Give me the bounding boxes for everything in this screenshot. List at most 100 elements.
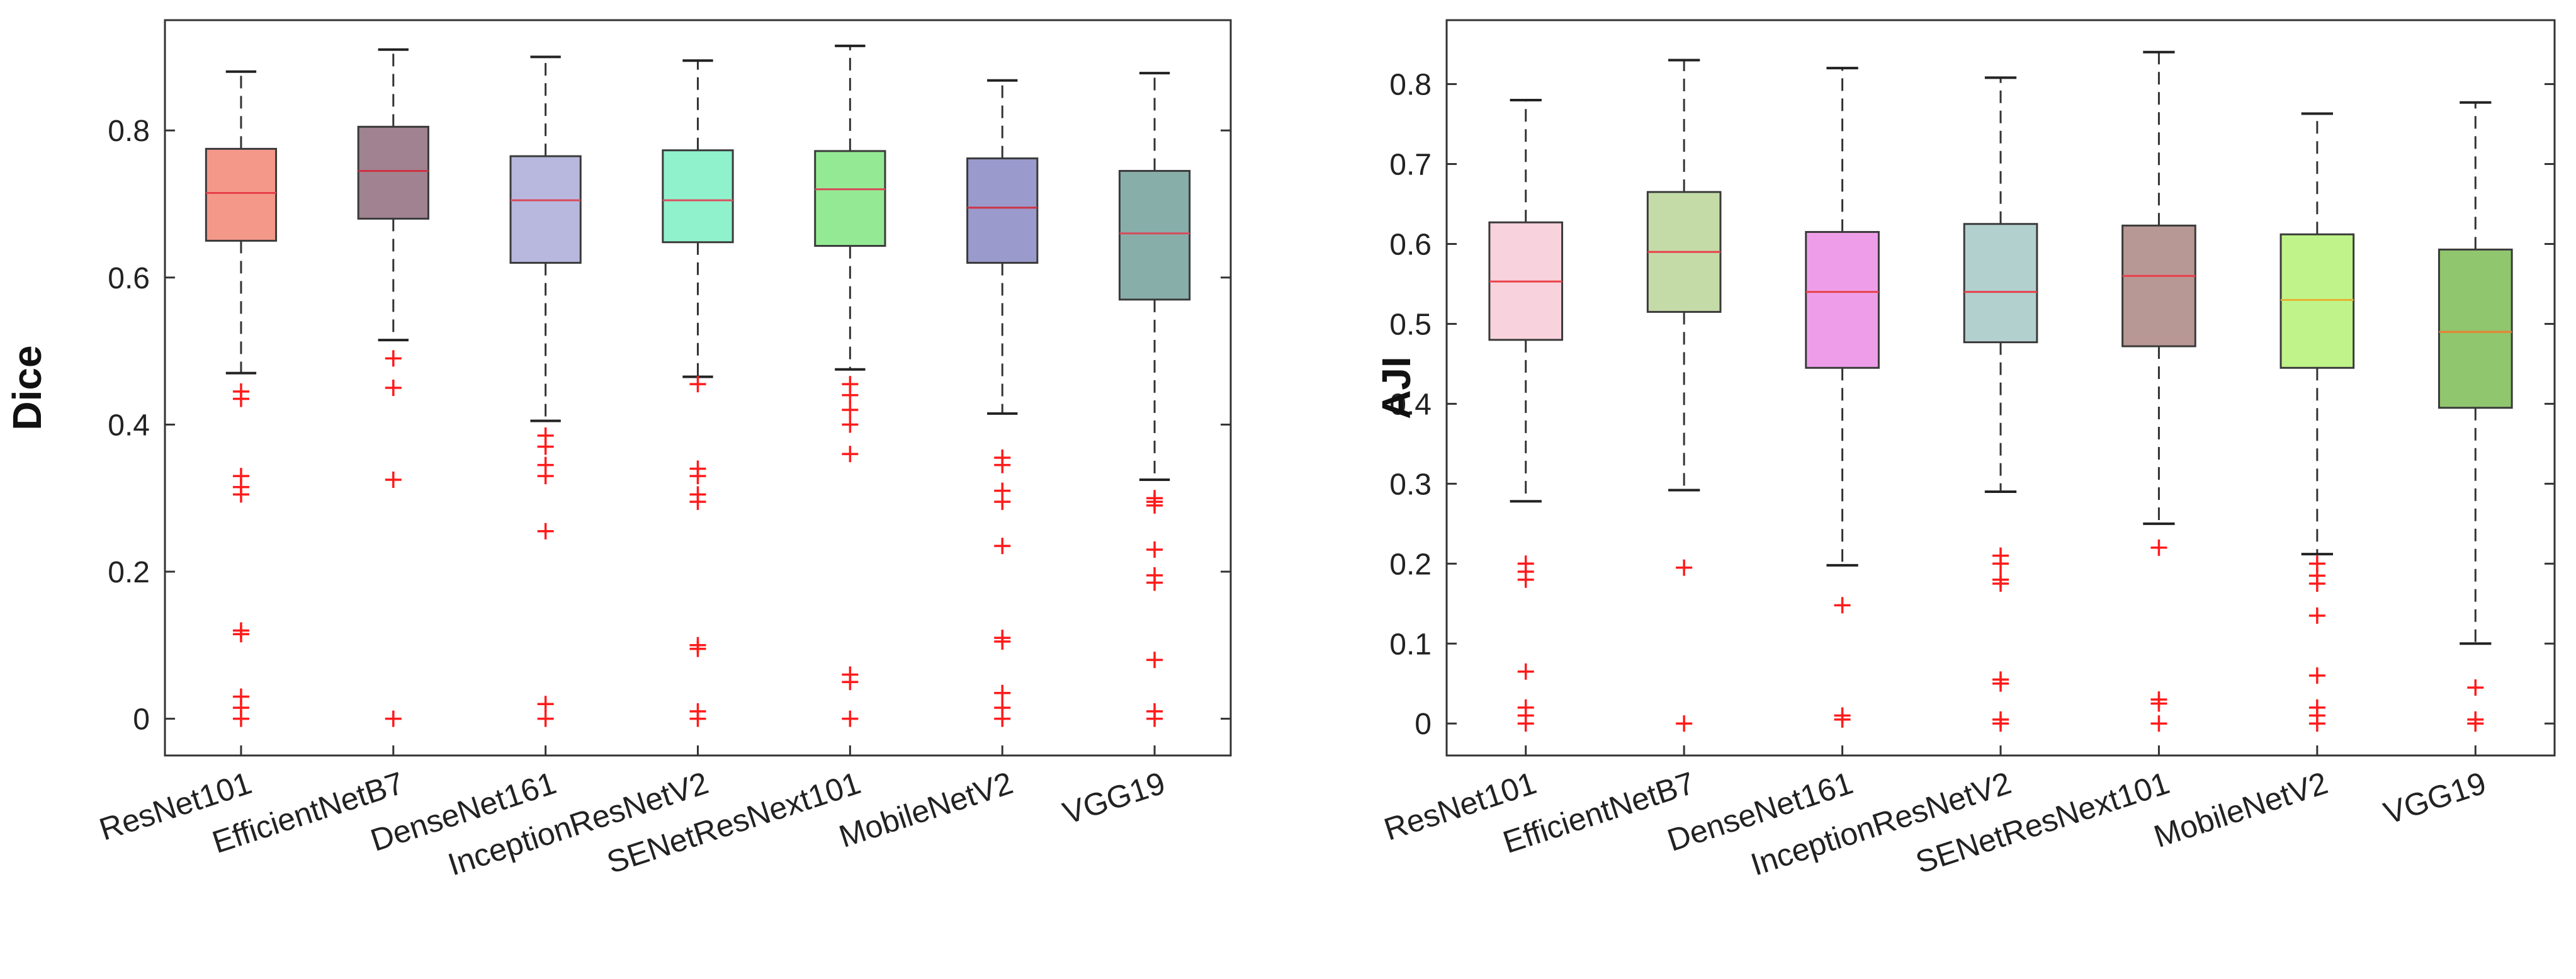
y-axis-label: AJI xyxy=(1374,356,1419,419)
outlier-marker xyxy=(2150,715,2167,732)
x-category-label: MobileNetV2 xyxy=(2150,765,2332,854)
box-iqr xyxy=(662,149,734,244)
outlier-marker xyxy=(689,376,706,393)
box-iqr xyxy=(1963,223,2038,344)
box-InceptionResNetV2 xyxy=(662,59,734,727)
outlier-marker xyxy=(842,710,859,727)
outlier-marker xyxy=(994,633,1011,650)
outlier-marker xyxy=(232,626,249,643)
y-tick-label: 0.4 xyxy=(1389,388,1432,421)
outlier-marker xyxy=(1146,497,1163,514)
outlier-marker xyxy=(2150,539,2167,556)
outlier-marker xyxy=(537,438,554,455)
y-tick-label: 0.2 xyxy=(108,556,150,589)
y-tick-label: 0.7 xyxy=(1389,149,1432,182)
box-iqr xyxy=(1118,169,1191,301)
outlier-marker xyxy=(689,640,706,657)
outlier-marker xyxy=(994,494,1011,511)
box-ResNet101 xyxy=(205,70,278,727)
outlier-marker xyxy=(385,380,402,396)
outlier-marker xyxy=(994,710,1011,727)
box-iqr xyxy=(966,157,1039,264)
box-iqr xyxy=(814,150,886,247)
outlier-marker xyxy=(1676,559,1693,576)
outlier-marker xyxy=(385,472,402,488)
outlier-marker xyxy=(842,674,859,691)
box-iqr xyxy=(357,125,429,220)
y-tick-label: 0.2 xyxy=(1389,548,1432,581)
outlier-marker xyxy=(994,538,1011,555)
y-tick-label: 0.5 xyxy=(1389,308,1432,341)
box-DenseNet161 xyxy=(1805,67,1880,728)
outlier-marker xyxy=(385,710,402,727)
outlier-marker xyxy=(994,456,1011,473)
outlier-marker xyxy=(842,402,859,419)
outlier-marker xyxy=(232,390,249,407)
outlier-marker xyxy=(689,710,706,727)
box-VGG19 xyxy=(1118,72,1191,727)
outlier-marker xyxy=(2308,607,2325,624)
box-iqr xyxy=(2121,224,2196,348)
outlier-marker xyxy=(537,710,554,727)
y-tick-label: 0.6 xyxy=(1389,228,1432,261)
outlier-marker xyxy=(994,684,1011,701)
box-SENetResNext101 xyxy=(2121,50,2196,732)
box-InceptionResNetV2 xyxy=(1963,76,2038,732)
outlier-marker xyxy=(1834,711,1851,728)
y-tick-label: 0.3 xyxy=(1389,468,1432,501)
outlier-marker xyxy=(2467,715,2484,732)
outlier-marker xyxy=(232,710,249,727)
outlier-marker xyxy=(1517,715,1534,732)
outlier-marker xyxy=(537,523,554,540)
outlier-marker xyxy=(1992,715,2009,732)
box-iqr xyxy=(1805,230,1880,369)
outlier-marker xyxy=(1517,663,1534,680)
outlier-marker xyxy=(842,446,859,463)
x-category-label: MobileNetV2 xyxy=(835,765,1017,854)
box-EfficientNetB7 xyxy=(1646,59,1722,732)
outlier-marker xyxy=(1992,575,2009,592)
box-SENetResNext101 xyxy=(814,44,886,727)
outlier-marker xyxy=(2308,667,2325,684)
box-EfficientNetB7 xyxy=(357,48,429,727)
y-tick-label: 0 xyxy=(1415,708,1432,741)
outlier-marker xyxy=(1834,597,1851,614)
outlier-marker xyxy=(232,486,249,503)
y-tick-label: 0 xyxy=(133,703,150,737)
outlier-marker xyxy=(537,468,554,485)
outlier-marker xyxy=(2308,575,2325,592)
outlier-marker xyxy=(842,416,859,433)
outlier-marker xyxy=(689,494,706,511)
outlier-marker xyxy=(1146,541,1163,558)
outlier-marker xyxy=(689,468,706,485)
outlier-marker xyxy=(1146,652,1163,669)
x-category-label: SENetResNext101 xyxy=(602,765,864,880)
outlier-marker xyxy=(385,350,402,367)
box-MobileNetV2 xyxy=(2279,112,2355,732)
outlier-marker xyxy=(537,696,554,713)
y-tick-label: 0.8 xyxy=(1389,69,1432,102)
outlier-marker xyxy=(1676,715,1693,732)
outlier-marker xyxy=(2467,679,2484,696)
box-iqr xyxy=(205,147,278,242)
box-ResNet101 xyxy=(1488,98,1564,732)
box-VGG19 xyxy=(2438,101,2513,732)
dice-box-plot-panel: 00.20.40.60.8DiceResNet101EfficientNetB7… xyxy=(4,19,1232,883)
outlier-marker xyxy=(1992,555,2009,572)
x-category-label: VGG19 xyxy=(1059,765,1170,831)
y-axis-label: Dice xyxy=(4,345,50,430)
x-category-label: VGG19 xyxy=(2380,765,2490,831)
outlier-marker xyxy=(2150,695,2167,712)
outlier-marker xyxy=(2308,715,2325,732)
y-tick-label: 0.4 xyxy=(108,409,150,442)
y-tick-label: 0.6 xyxy=(108,262,150,295)
box-iqr xyxy=(509,155,582,264)
x-category-label: InceptionResNetV2 xyxy=(1746,765,2015,882)
outlier-marker xyxy=(842,387,859,404)
box-DenseNet161 xyxy=(509,55,582,727)
outlier-marker xyxy=(1146,710,1163,727)
outlier-marker xyxy=(1517,571,1534,588)
box-MobileNetV2 xyxy=(966,79,1039,727)
